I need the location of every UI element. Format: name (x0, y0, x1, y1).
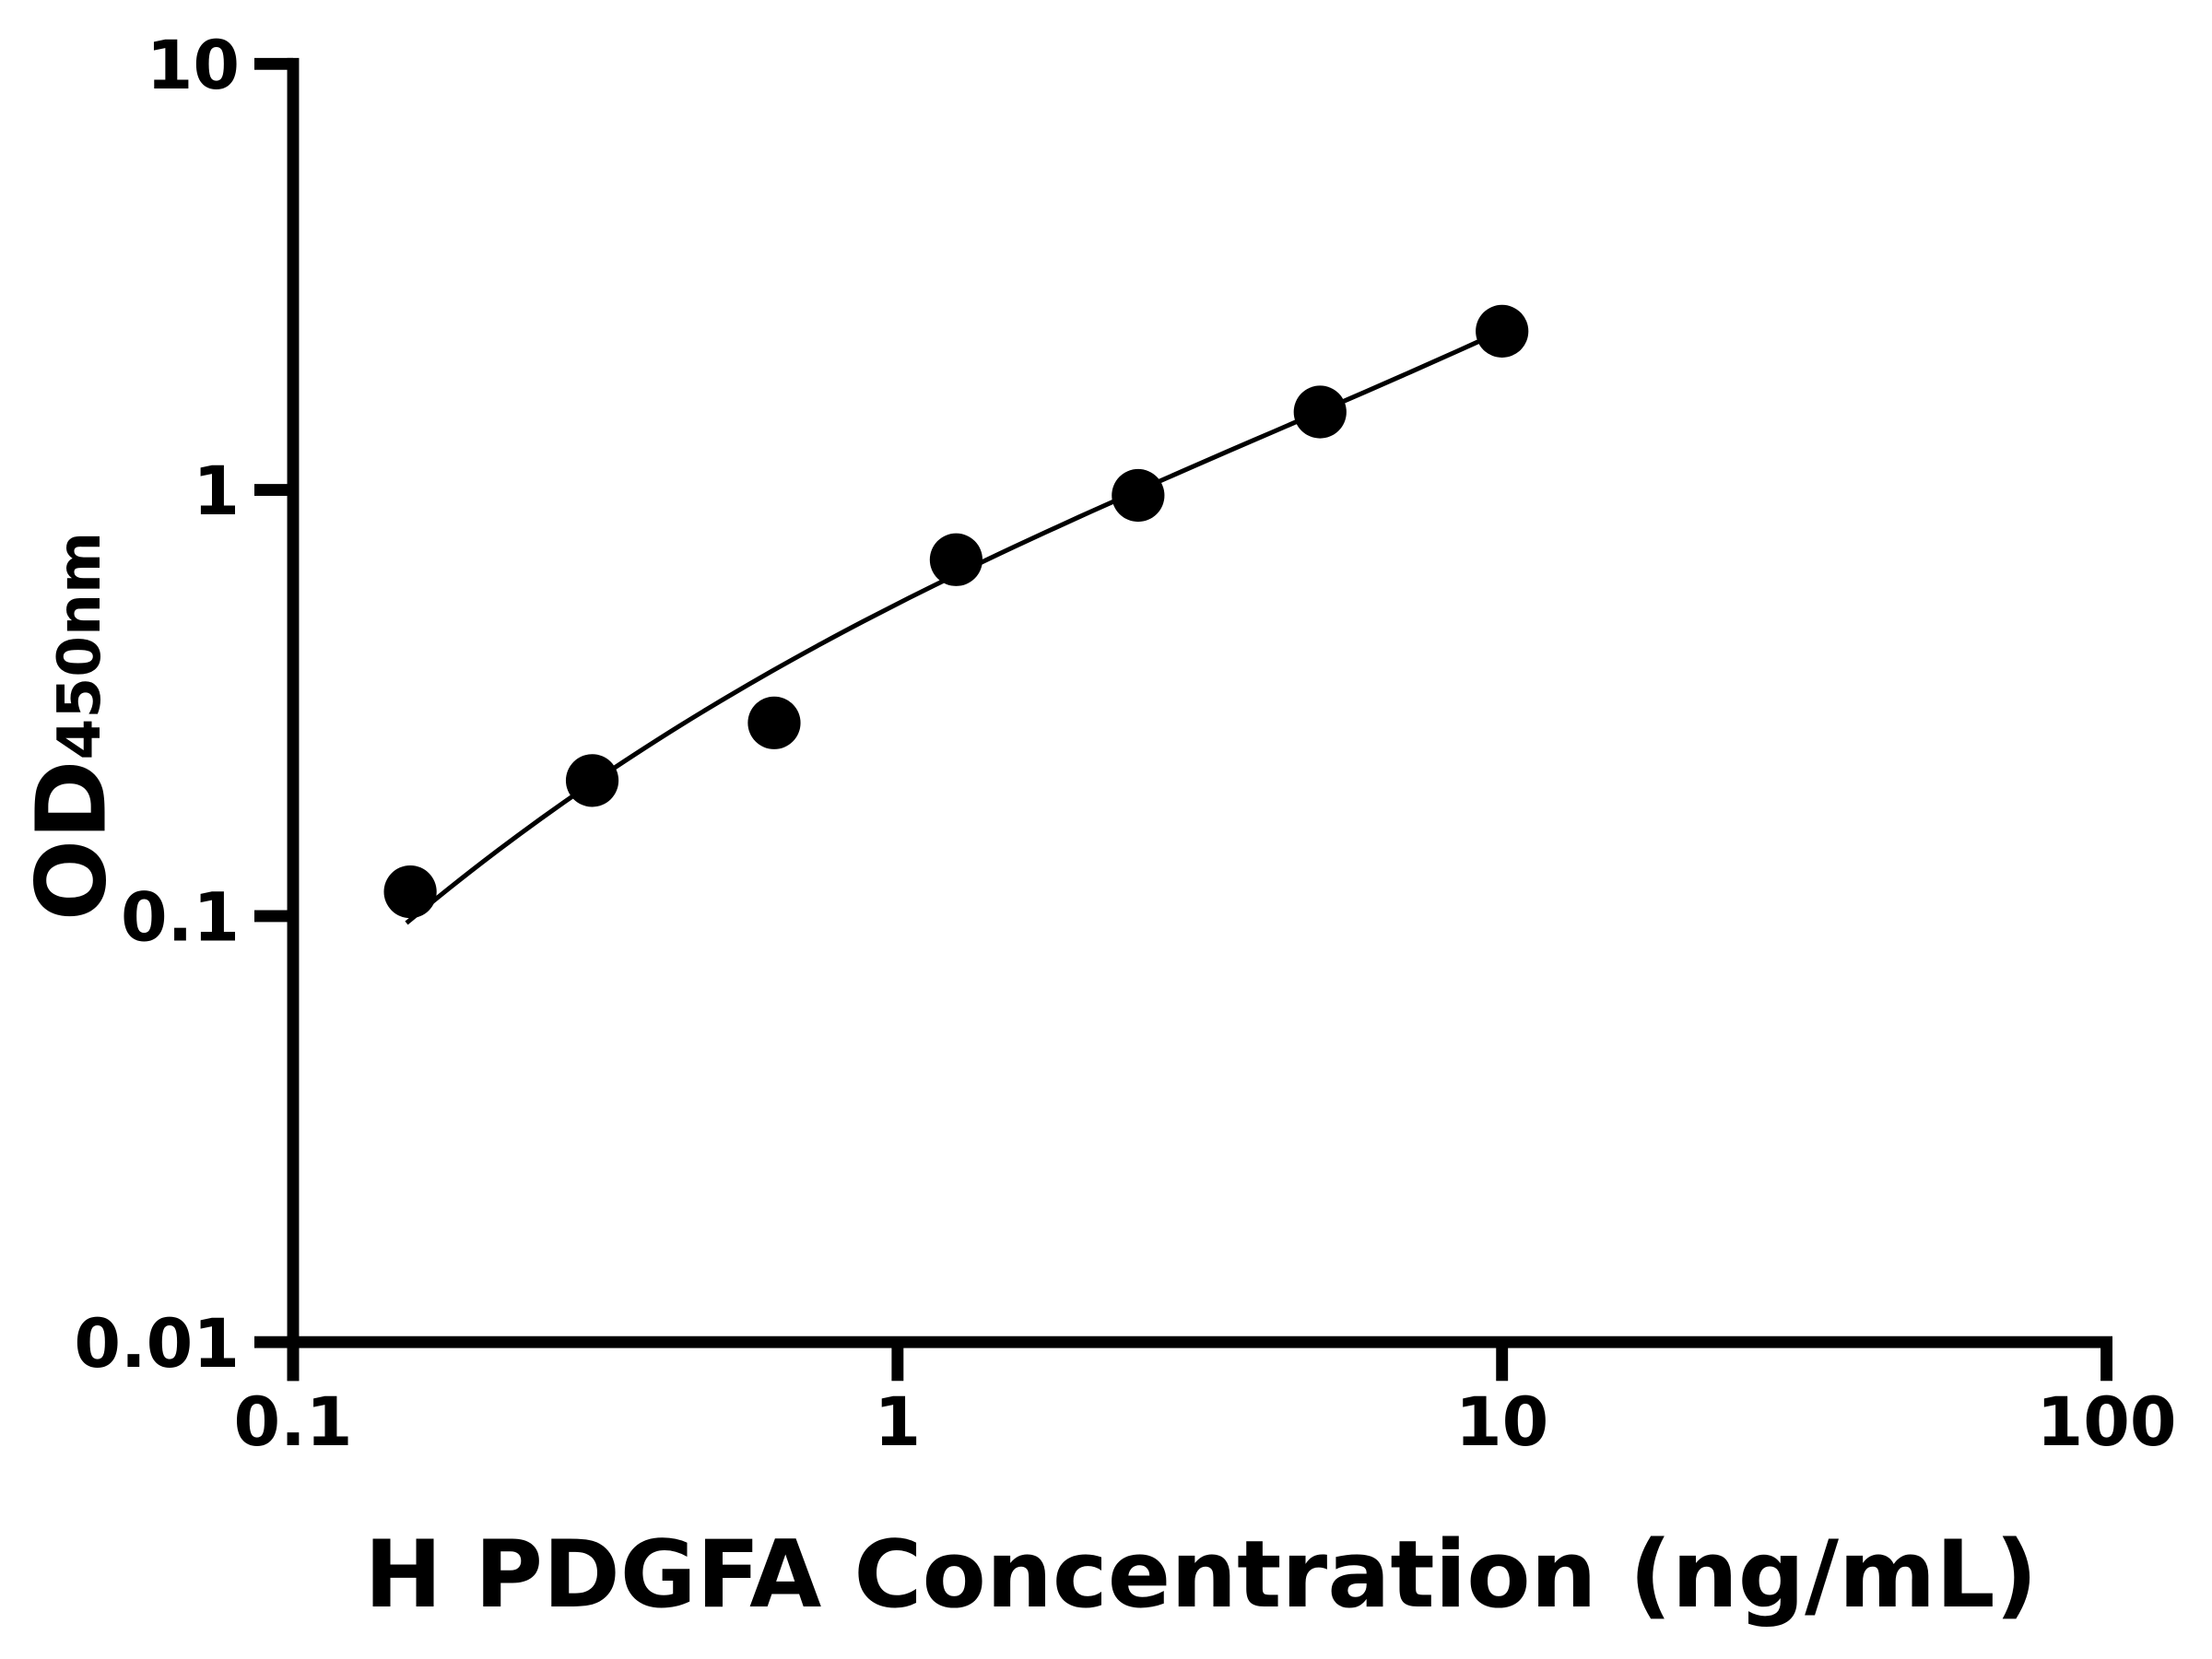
data-point-2 (747, 696, 801, 749)
x-axis-ticks (287, 1342, 2113, 1382)
data-point-5 (1293, 385, 1347, 439)
data-point-3 (929, 533, 983, 586)
y-tick-label-0.01: 0.01 (74, 1305, 240, 1383)
x-tick-label-10: 10 (1455, 1383, 1548, 1462)
y-axis-title: OD450nm (16, 532, 128, 922)
y-axis-title-main: OD (16, 760, 128, 922)
x-tick-label-1: 1 (875, 1383, 922, 1462)
y-tick-label-0.1: 0.1 (121, 879, 240, 958)
y-axis-tick-labels: 0.01 0.1 1 10 (74, 27, 240, 1383)
y-axis-title-subscript: 450nm (45, 532, 114, 760)
data-point-4 (1112, 468, 1165, 523)
y-tick-label-10: 10 (147, 27, 240, 105)
axes (254, 57, 2113, 1382)
y-axis-ticks (254, 57, 293, 1348)
x-axis-tick-labels: 0.1 1 10 100 (234, 1383, 2177, 1462)
data-point-6 (1476, 304, 1529, 358)
data-point-1 (565, 754, 619, 807)
data-point-0 (383, 865, 437, 919)
data-points (383, 304, 1529, 919)
x-tick-label-0.1: 0.1 (234, 1383, 353, 1462)
x-axis-title: H PDGFA Concentration (ng/mL) (364, 1520, 2038, 1629)
y-tick-label-1: 1 (193, 453, 240, 531)
x-tick-label-100: 100 (2037, 1383, 2177, 1462)
